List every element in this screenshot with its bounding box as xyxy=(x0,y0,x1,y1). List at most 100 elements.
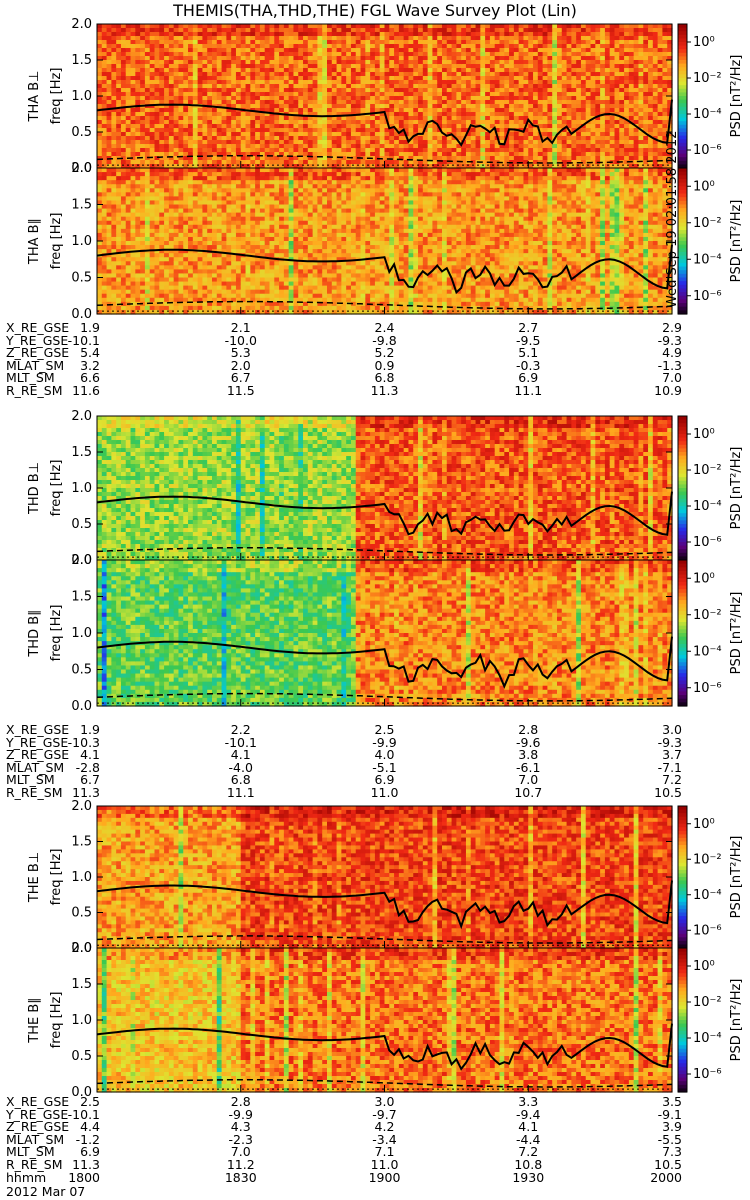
pixel-cell xyxy=(150,88,155,93)
pixel-cell xyxy=(231,40,236,45)
pixel-cell xyxy=(150,132,155,137)
pixel-cell xyxy=(126,40,131,45)
pixel-cell xyxy=(207,100,212,105)
pixel-cell xyxy=(116,100,121,105)
pixel-cell xyxy=(178,44,183,49)
pixel-cell xyxy=(178,80,183,85)
pixel-cell xyxy=(145,108,150,113)
pixel-cell xyxy=(265,136,270,141)
pixel-cell xyxy=(198,140,203,145)
pixel-cell xyxy=(135,88,140,93)
pixel-cell xyxy=(131,128,136,133)
pixel-cell xyxy=(159,108,164,113)
pixel-cell xyxy=(250,56,255,61)
pixel-cell xyxy=(164,84,169,89)
pixel-cell xyxy=(131,120,136,125)
pixel-cell xyxy=(159,112,164,117)
pixel-cell xyxy=(212,108,217,113)
pixel-cell xyxy=(164,120,169,125)
pixel-cell xyxy=(250,36,255,41)
pixel-cell xyxy=(198,80,203,85)
pixel-cell xyxy=(217,56,222,61)
pixel-cell xyxy=(126,56,131,61)
pixel-cell xyxy=(246,144,251,149)
pixel-cell xyxy=(121,116,126,121)
pixel-cell xyxy=(155,88,160,93)
pixel-cell xyxy=(164,76,169,81)
pixel-cell xyxy=(116,48,121,53)
pixel-cell xyxy=(198,56,203,61)
pixel-cell xyxy=(198,132,203,137)
pixel-cell xyxy=(97,136,102,141)
pixel-cell xyxy=(164,116,169,121)
pixel-cell xyxy=(140,88,145,93)
pixel-cell xyxy=(140,92,145,97)
pixel-cell xyxy=(260,88,265,93)
pixel-cell xyxy=(226,96,231,101)
pixel-cell xyxy=(140,128,145,133)
pixel-cell xyxy=(231,92,236,97)
pixel-cell xyxy=(174,48,179,53)
pixel-cell xyxy=(260,128,265,133)
pixel-cell xyxy=(140,96,145,101)
pixel-cell xyxy=(159,32,164,37)
pixel-cell xyxy=(183,80,188,85)
pixel-cell xyxy=(135,120,140,125)
pixel-cell xyxy=(241,92,246,97)
pixel-cell xyxy=(265,28,270,33)
pixel-cell xyxy=(265,60,270,65)
pixel-cell xyxy=(164,52,169,57)
pixel-cell xyxy=(188,32,193,37)
pixel-cell xyxy=(246,56,251,61)
pixel-cell xyxy=(174,120,179,125)
pixel-cell xyxy=(246,40,251,45)
pixel-cell xyxy=(121,136,126,141)
pixel-cell xyxy=(236,144,241,149)
pixel-cell xyxy=(193,144,198,149)
pixel-cell xyxy=(97,148,102,153)
pixel-cell xyxy=(198,44,203,49)
pixel-cell xyxy=(202,72,207,77)
pixel-cell xyxy=(145,48,150,53)
pixel-cell xyxy=(102,36,107,41)
pixel-cell xyxy=(226,28,231,33)
pixel-cell xyxy=(159,132,164,137)
pixel-cell xyxy=(202,160,207,165)
pixel-cell xyxy=(169,88,174,93)
pixel-cell xyxy=(116,72,121,77)
pixel-cell xyxy=(126,28,131,33)
pixel-cell xyxy=(155,128,160,133)
pixel-cell xyxy=(97,144,102,149)
pixel-cell xyxy=(150,56,155,61)
pixel-cell xyxy=(107,24,112,29)
pixel-cell xyxy=(212,148,217,153)
pixel-cell xyxy=(250,76,255,81)
pixel-cell xyxy=(159,48,164,53)
pixel-cell xyxy=(222,136,227,141)
pixel-cell xyxy=(164,88,169,93)
pixel-cell xyxy=(145,56,150,61)
pixel-cell xyxy=(174,96,179,101)
pixel-cell xyxy=(231,76,236,81)
pixel-cell xyxy=(231,52,236,57)
pixel-cell xyxy=(102,48,107,53)
pixel-cell xyxy=(183,144,188,149)
pixel-cell xyxy=(145,144,150,149)
pixel-cell xyxy=(107,132,112,137)
pixel-cell xyxy=(169,68,174,73)
pixel-cell xyxy=(183,44,188,49)
pixel-cell xyxy=(222,56,227,61)
pixel-cell xyxy=(111,44,116,49)
pixel-cell xyxy=(116,132,121,137)
pixel-cell xyxy=(236,56,241,61)
pixel-cell xyxy=(174,24,179,29)
pixel-cell xyxy=(140,100,145,105)
pixel-cell xyxy=(255,140,260,145)
pixel-cell xyxy=(131,108,136,113)
pixel-cell xyxy=(121,68,126,73)
pixel-cell xyxy=(159,56,164,61)
pixel-cell xyxy=(178,76,183,81)
pixel-cell xyxy=(116,36,121,41)
pixel-cell xyxy=(140,160,145,165)
pixel-cell xyxy=(207,56,212,61)
